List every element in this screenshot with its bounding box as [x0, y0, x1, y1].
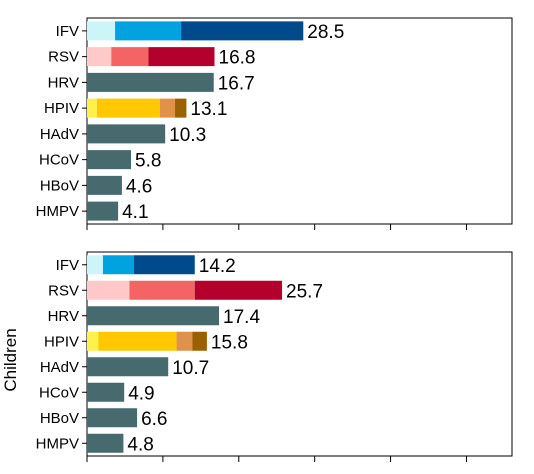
bar-segment-hpiv-0: [87, 331, 99, 351]
bar-segment-rsv-1: [129, 280, 195, 300]
category-label-hpiv: HPIV: [44, 333, 79, 350]
value-label-hcov: 5.8: [135, 151, 161, 172]
value-label-rsv: 16.8: [219, 48, 256, 69]
top-panel: IFV 28.5 RSV 16.8 HRV 16.7 HPIV 13.1 HAdV 10.3 HCo…: [36, 17, 513, 230]
category-label-hpiv: HPIV: [44, 100, 79, 117]
value-label-hpiv: 15.8: [211, 332, 248, 353]
category-label-hmpv: HMPV: [36, 435, 79, 452]
value-label-hadv: 10.3: [169, 125, 206, 146]
category-label-ifv: IFV: [56, 23, 79, 40]
category-label-hcov: HCoV: [39, 384, 79, 401]
value-label-hrv: 16.7: [218, 73, 255, 94]
bar-segment-hmpv-0: [87, 433, 124, 453]
value-label-hpiv: 13.1: [190, 99, 227, 120]
value-label-ifv: 28.5: [307, 22, 344, 43]
bar-segment-hrv-0: [87, 72, 214, 92]
bar-segment-hadv-0: [87, 357, 169, 377]
bar-segment-rsv-2: [194, 280, 283, 300]
value-label-hmpv: 4.8: [127, 434, 153, 455]
bottom-panel: IFV 14.2 RSV 25.7 HRV 17.4 HPIV 15.8 HAdV 10.7 HCo…: [1, 251, 513, 462]
category-label-hcov: HCoV: [39, 152, 79, 169]
value-label-ifv: 14.2: [199, 256, 236, 277]
bar-segment-hpiv-2: [159, 98, 176, 118]
bar-segment-ifv-0: [87, 255, 103, 275]
category-label-ifv: IFV: [56, 257, 79, 274]
y-axis-label: Children: [1, 328, 20, 391]
bar-segment-hadv-0: [87, 124, 166, 144]
bar-segment-rsv-0: [87, 47, 112, 67]
value-label-hadv: 10.7: [172, 358, 209, 379]
category-label-hbov: HBoV: [40, 410, 79, 427]
category-label-rsv: RSV: [48, 49, 79, 66]
value-label-rsv: 25.7: [286, 281, 323, 302]
plot-frame: [86, 251, 513, 457]
bar-segment-rsv-1: [111, 47, 149, 67]
bar-segment-ifv-0: [87, 21, 116, 41]
bar-segment-hpiv-1: [96, 98, 160, 118]
bar-segment-rsv-2: [148, 47, 215, 67]
bar-segment-rsv-0: [87, 280, 130, 300]
category-label-hrv: HRV: [48, 308, 79, 325]
bar-segment-hbov-0: [87, 408, 138, 428]
category-label-hmpv: HMPV: [36, 203, 79, 220]
category-label-rsv: RSV: [48, 282, 79, 299]
value-label-hcov: 4.9: [128, 383, 154, 404]
bar-segment-hpiv-3: [175, 98, 187, 118]
category-label-hrv: HRV: [48, 74, 79, 91]
category-label-hadv: HAdV: [40, 359, 79, 376]
bar-segment-hcov-0: [87, 150, 132, 170]
bar-segment-hpiv-0: [87, 98, 97, 118]
bar-segment-hcov-0: [87, 382, 125, 402]
bar-segment-hrv-0: [87, 306, 220, 326]
bar-segment-ifv-2: [181, 21, 304, 41]
bar-segment-ifv-2: [134, 255, 195, 275]
value-label-hrv: 17.4: [223, 307, 260, 328]
value-label-hbov: 4.6: [126, 176, 152, 197]
bar-segment-ifv-1: [115, 21, 182, 41]
bar-segment-ifv-1: [102, 255, 135, 275]
bar-segment-hpiv-1: [98, 331, 177, 351]
bar-segment-hpiv-3: [192, 331, 207, 351]
category-label-hbov: HBoV: [40, 177, 79, 194]
bar-segment-hpiv-2: [176, 331, 193, 351]
category-label-hadv: HAdV: [40, 126, 79, 143]
bar-segment-hmpv-0: [87, 201, 119, 221]
plot-frame: [86, 17, 513, 225]
value-label-hbov: 6.6: [141, 409, 167, 430]
bar-segment-hbov-0: [87, 175, 122, 195]
value-label-hmpv: 4.1: [122, 202, 148, 223]
